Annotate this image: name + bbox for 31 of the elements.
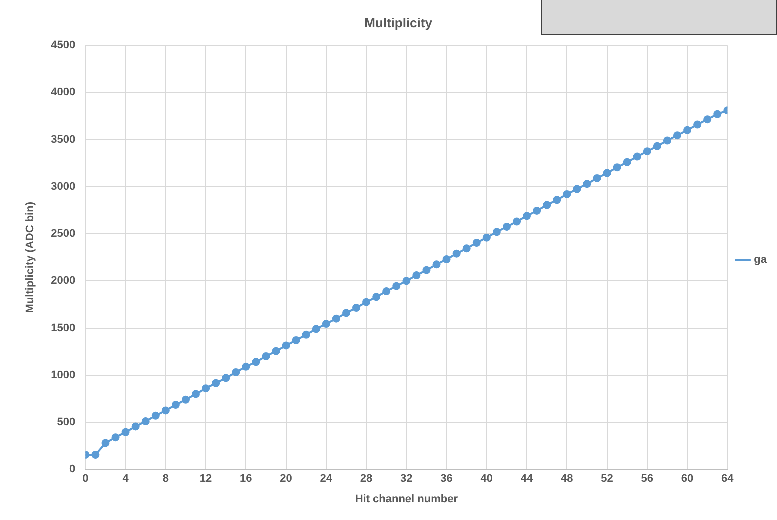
x-tick-label: 8 [162,473,169,486]
chart-title: Multiplicity [364,15,434,30]
x-tick-label: 24 [320,473,334,486]
legend-label: ga [754,254,768,266]
y-tick-label: 4500 [51,40,76,52]
x-tick-label: 56 [641,473,654,486]
y-tick-label: 0 [70,464,76,476]
y-tick-label: 3000 [51,180,76,193]
x-tick-label: 32 [400,473,413,486]
y-tick-label: 500 [57,416,76,429]
x-axis-title: Hit channel number [355,493,459,506]
y-tick-label: 3500 [51,134,76,146]
x-tick-label: 4 [122,473,130,486]
x-tick-label: 36 [440,473,453,486]
x-tick-label: 16 [240,473,252,486]
y-tick-label: 2000 [51,275,76,288]
x-tick-label: 28 [360,473,373,486]
y-tick-label: 1000 [51,369,76,382]
y-tick-label: 1500 [51,322,76,334]
y-tick-label: 2500 [51,228,76,240]
y-axis-title: Multiplicity (ADC bin) [24,202,37,314]
x-tick-label: 0 [82,473,89,486]
x-tick-label: 40 [480,473,494,486]
x-tick-label: 60 [681,473,694,486]
x-tick-label: 20 [280,473,292,486]
x-tick-label: 12 [200,473,212,486]
x-tick-label: 48 [561,473,574,486]
x-tick-label: 64 [722,473,735,486]
y-tick-label: 4000 [51,86,76,99]
x-tick-label: 52 [601,473,614,486]
x-tick-label: 44 [520,473,534,486]
